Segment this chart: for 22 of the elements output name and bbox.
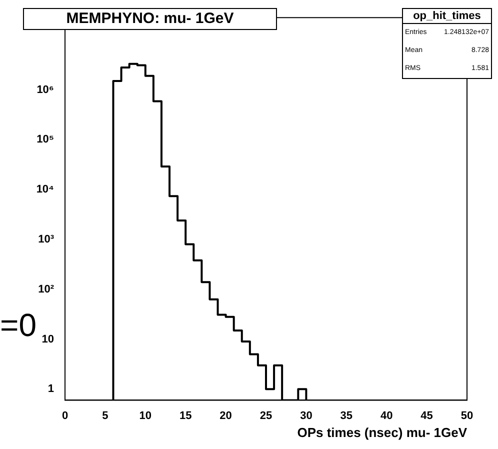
- y-tick-label: 10⁴: [36, 184, 54, 196]
- x-tick-label: 20: [220, 410, 232, 422]
- x-tick-label: 0: [62, 410, 68, 422]
- x-tick-label: 25: [260, 410, 272, 422]
- y-tick-label: 1: [48, 383, 54, 396]
- x-axis-title: OPs times (nsec) mu- 1GeV: [297, 424, 468, 440]
- legend-title: op_hit_times: [403, 9, 491, 24]
- x-tick-label: 35: [340, 410, 353, 422]
- title-frame: MEMPHYNO: mu- 1GeV: [23, 8, 277, 30]
- y-tick-label: 10⁵: [36, 134, 54, 146]
- text: =0: [0, 307, 36, 343]
- x-tick-label: 15: [179, 410, 192, 422]
- y-tick-label: 10²: [38, 283, 54, 296]
- x-tick-label: 30: [300, 410, 312, 422]
- x-tick-label: 10: [139, 410, 152, 422]
- x-tick-label: 5: [102, 410, 108, 422]
- y-tick-label: 10⁶: [36, 84, 54, 96]
- y-tick-label: 10: [42, 333, 54, 346]
- x-tick-label: 50: [460, 410, 474, 422]
- y-tick-label: 10³: [38, 233, 54, 246]
- x-tick-label: 40: [380, 410, 393, 422]
- x-tick-label: 45: [420, 410, 433, 422]
